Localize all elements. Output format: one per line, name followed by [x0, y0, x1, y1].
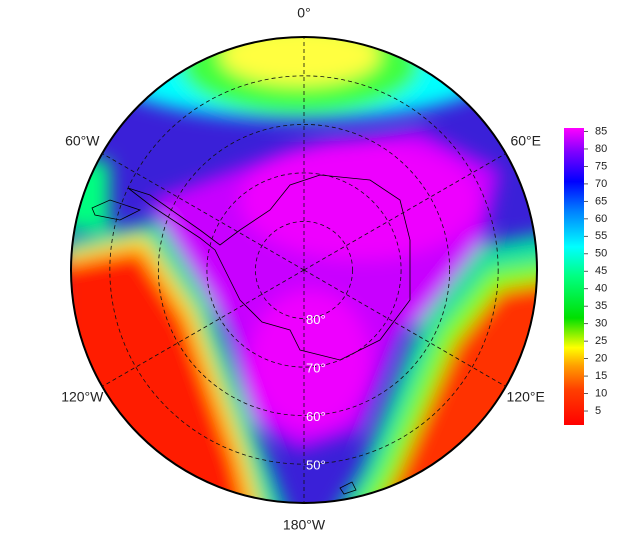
- longitude-label: 180°W: [283, 517, 326, 533]
- colorbar-tick-label: 70: [595, 178, 607, 190]
- colorbar-tick-label: 45: [595, 265, 607, 277]
- latitude-label: 70°: [306, 361, 326, 376]
- latitude-line: [157, 123, 451, 417]
- latitude-line: [255, 221, 353, 319]
- colorbar-tick-label: 20: [595, 353, 607, 365]
- colorbar-tick-label: 15: [595, 370, 607, 382]
- longitude-label: 0°: [297, 5, 310, 21]
- colorbar-tick-label: 55: [595, 230, 607, 242]
- colorbar-tick-label: 50: [595, 248, 607, 260]
- colorbar-tick-label: 10: [595, 387, 607, 399]
- coastline: [127, 174, 411, 361]
- coastline: [339, 481, 357, 495]
- meridian-line: [102, 269, 305, 387]
- longitude-label: 60°W: [65, 133, 100, 149]
- latitude-label: 50°: [306, 458, 326, 473]
- latitude-line: [109, 75, 499, 465]
- longitude-label: 120°W: [61, 389, 104, 405]
- colorbar-tick-label: 25: [595, 335, 607, 347]
- colorbar-tick-label: 80: [595, 143, 607, 155]
- colorbar-tick-label: 5: [595, 405, 601, 417]
- colorbar-tick-label: 40: [595, 283, 607, 295]
- longitude-label: 60°E: [510, 133, 541, 149]
- latitude-label: 80°: [306, 312, 326, 327]
- latitude-label: 60°: [306, 409, 326, 424]
- colorbar-tick-label: 60: [595, 213, 607, 225]
- colorbar-tick-label: 35: [595, 300, 607, 312]
- longitude-label: 120°E: [507, 389, 545, 405]
- coastline: [91, 199, 142, 221]
- colorbar-tick-label: 75: [595, 160, 607, 172]
- meridian-line: [303, 153, 506, 271]
- meridian-line: [102, 153, 305, 271]
- colorbar-tick-label: 65: [595, 195, 607, 207]
- colorbar-tick-label: 85: [595, 125, 607, 137]
- meridian-line: [303, 269, 506, 387]
- field: [71, 37, 537, 503]
- colorbar: [564, 128, 584, 425]
- latitude-line: [206, 172, 402, 368]
- colorbar-tick-label: 30: [595, 318, 607, 330]
